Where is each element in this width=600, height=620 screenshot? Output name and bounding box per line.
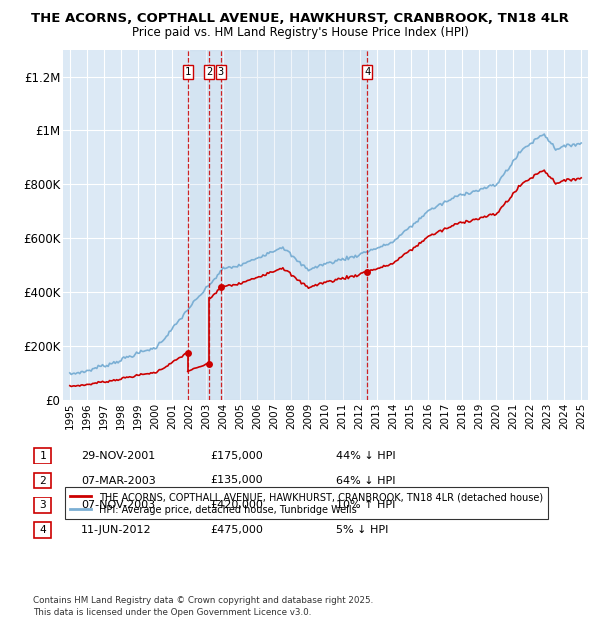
Text: 44% ↓ HPI: 44% ↓ HPI bbox=[336, 451, 395, 461]
Text: 1: 1 bbox=[39, 451, 46, 461]
Text: 4: 4 bbox=[39, 525, 46, 535]
Text: 3: 3 bbox=[39, 500, 46, 510]
Text: 07-MAR-2003: 07-MAR-2003 bbox=[81, 476, 156, 485]
Text: 1: 1 bbox=[184, 67, 191, 77]
Text: 29-NOV-2001: 29-NOV-2001 bbox=[81, 451, 155, 461]
Text: THE ACORNS, COPTHALL AVENUE, HAWKHURST, CRANBROOK, TN18 4LR: THE ACORNS, COPTHALL AVENUE, HAWKHURST, … bbox=[31, 12, 569, 25]
Text: Contains HM Land Registry data © Crown copyright and database right 2025.
This d: Contains HM Land Registry data © Crown c… bbox=[33, 596, 373, 617]
Text: 11-JUN-2012: 11-JUN-2012 bbox=[81, 525, 152, 535]
Text: 07-NOV-2003: 07-NOV-2003 bbox=[81, 500, 155, 510]
Text: 5% ↓ HPI: 5% ↓ HPI bbox=[336, 525, 388, 535]
Text: 3: 3 bbox=[218, 67, 224, 77]
Text: 4: 4 bbox=[364, 67, 370, 77]
FancyBboxPatch shape bbox=[34, 497, 51, 513]
Text: £135,000: £135,000 bbox=[210, 476, 263, 485]
Text: 64% ↓ HPI: 64% ↓ HPI bbox=[336, 476, 395, 485]
FancyBboxPatch shape bbox=[34, 472, 51, 489]
FancyBboxPatch shape bbox=[34, 448, 51, 464]
FancyBboxPatch shape bbox=[34, 522, 51, 538]
Text: Price paid vs. HM Land Registry's House Price Index (HPI): Price paid vs. HM Land Registry's House … bbox=[131, 26, 469, 39]
Legend: THE ACORNS, COPTHALL AVENUE, HAWKHURST, CRANBROOK, TN18 4LR (detached house), HP: THE ACORNS, COPTHALL AVENUE, HAWKHURST, … bbox=[65, 487, 548, 520]
Text: 2: 2 bbox=[39, 476, 46, 485]
Bar bbox=[188, 50, 367, 400]
Text: £420,000: £420,000 bbox=[210, 500, 263, 510]
Text: 2: 2 bbox=[206, 67, 212, 77]
Text: £175,000: £175,000 bbox=[210, 451, 263, 461]
Text: 10% ↑ HPI: 10% ↑ HPI bbox=[336, 500, 395, 510]
Text: £475,000: £475,000 bbox=[210, 525, 263, 535]
